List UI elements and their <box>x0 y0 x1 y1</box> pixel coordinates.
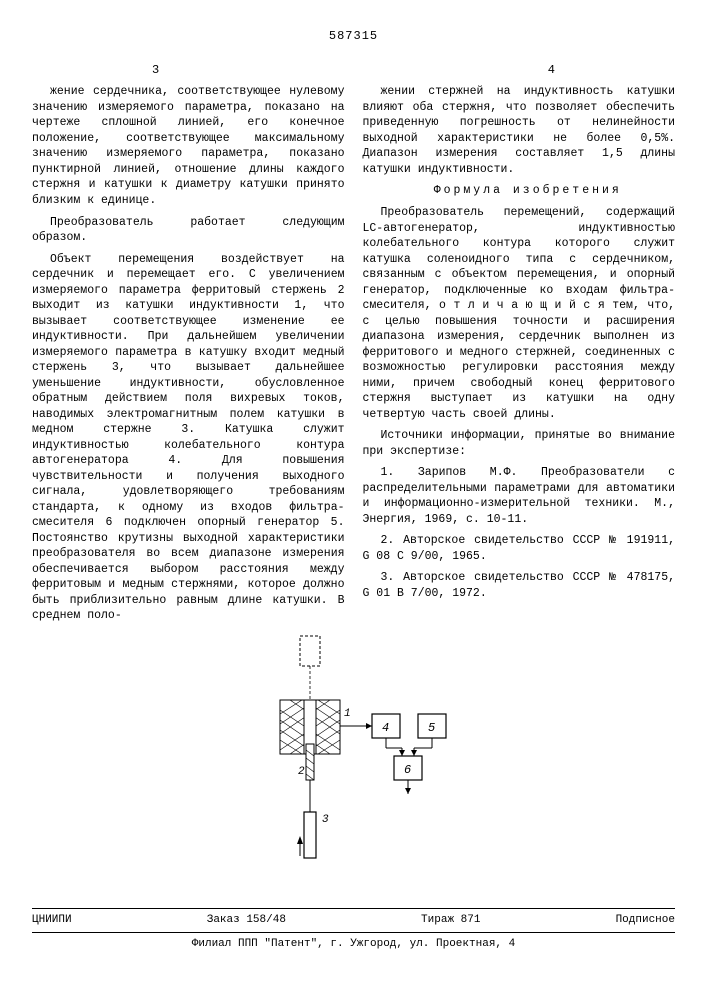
figure: 1 2 3 4 5 6 <box>32 634 675 894</box>
divider <box>32 932 675 933</box>
para: Преобразователь работает следующим образ… <box>32 215 345 246</box>
label-mixer: 6 <box>404 763 411 777</box>
footer-sign: Подписное <box>616 913 675 928</box>
label-coil: 1 <box>344 708 351 720</box>
divider <box>32 908 675 909</box>
claim-para: Преобразователь перемещений, содержащий … <box>363 205 676 422</box>
page-num-left: 3 <box>152 62 159 78</box>
schematic-svg: 1 2 3 4 5 6 <box>234 634 474 894</box>
source-item: 3. Авторское свидетельство СССР № 478175… <box>363 570 676 601</box>
footer-branch: Филиал ППП "Патент", г. Ужгород, ул. Про… <box>32 937 675 952</box>
source-item: 2. Авторское свидетельство СССР № 191911… <box>363 533 676 564</box>
footer-row: ЦНИИПИ Заказ 158/48 Тираж 871 Подписное <box>32 913 675 928</box>
para: Объект перемещения воздействует на серде… <box>32 252 345 624</box>
footer-order: Заказ 158/48 <box>207 913 286 928</box>
label-gen: 4 <box>382 721 389 735</box>
footer-tirazh: Тираж 871 <box>421 913 480 928</box>
label-ferrite: 2 <box>298 766 305 778</box>
source-item: 1. Зарипов М.Ф. Преобразователи с распре… <box>363 465 676 527</box>
label-ref: 5 <box>428 721 435 735</box>
document-number: 587315 <box>32 28 675 44</box>
para: жении стержней на индуктивность катушки … <box>363 84 676 177</box>
label-copper: 3 <box>322 814 329 826</box>
body-text: жение сердечника, соответствующее нулево… <box>32 84 675 624</box>
sources-title: Источники информации, принятые во вниман… <box>363 428 676 459</box>
para: жение сердечника, соответствующее нулево… <box>32 84 345 208</box>
page-num-right: 4 <box>548 62 555 78</box>
page-numbers: 3 4 <box>32 62 675 78</box>
formula-title: Формула изобретения <box>363 183 676 199</box>
footer-org: ЦНИИПИ <box>32 913 72 928</box>
